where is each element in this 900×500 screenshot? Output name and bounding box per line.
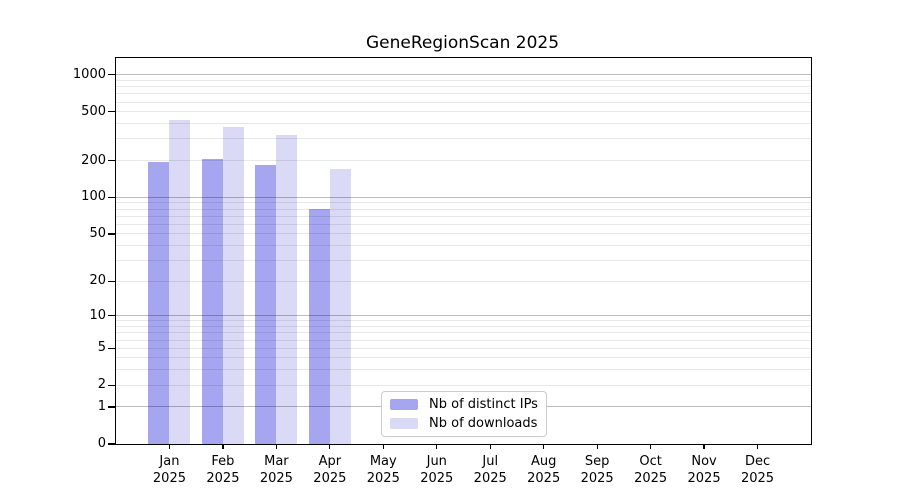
x-tick-year: 2025 <box>259 471 293 486</box>
x-tick-year: 2025 <box>313 471 347 486</box>
y-tick-mark <box>108 233 116 235</box>
x-tick-label-jul: Jul 2025 <box>460 453 520 487</box>
bar-feb-distinct-ips <box>201 159 223 444</box>
x-tick-mark <box>703 444 705 449</box>
x-tick-label-may: May 2025 <box>353 453 413 487</box>
legend-label-distinct-ips: Nb of distinct IPs <box>429 397 538 413</box>
x-tick-month: Jul <box>482 454 499 469</box>
minor-gridline <box>116 138 811 140</box>
chart-title: GeneRegionScan 2025 <box>365 33 560 53</box>
x-tick-label-dec: Dec 2025 <box>728 453 788 487</box>
y-tick-label: 10 <box>89 307 106 323</box>
legend-item-downloads: Nb of downloads <box>390 416 538 431</box>
bar-jan-downloads <box>169 120 191 444</box>
x-tick-label-mar: Mar 2025 <box>246 453 306 487</box>
x-tick-month: Oct <box>639 454 662 469</box>
legend-item-distinct-ips: Nb of distinct IPs <box>390 397 538 412</box>
x-tick-year: 2025 <box>473 471 507 486</box>
x-tick-month: Jun <box>426 454 447 469</box>
plot-area: Nb of distinct IPs Nb of downloads 1000 5… <box>73 57 812 486</box>
legend-label-downloads: Nb of downloads <box>429 415 538 431</box>
x-tick-year: 2025 <box>420 471 454 486</box>
minor-gridline <box>116 93 811 95</box>
x-tick-year: 2025 <box>206 471 240 486</box>
x-tick-label-jun: Jun 2025 <box>407 453 467 487</box>
minor-gridline <box>116 101 811 103</box>
y-tick-label: 20 <box>89 273 106 289</box>
y-tick-mark <box>108 74 116 76</box>
x-tick-month: Dec <box>744 454 771 469</box>
y-tick-label: 500 <box>81 103 106 119</box>
y-tick-mark <box>108 159 116 162</box>
x-tick-label-jan: Jan 2025 <box>139 453 199 487</box>
x-tick-mark <box>756 444 759 449</box>
x-tick-month: Apr <box>318 454 342 469</box>
x-tick-mark <box>275 444 278 449</box>
y-tick-mark <box>108 443 116 445</box>
minor-gridline <box>116 79 811 81</box>
x-tick-mark <box>649 444 652 449</box>
y-tick-mark <box>108 280 116 282</box>
x-tick-month: Sep <box>584 454 610 469</box>
x-tick-label-apr: Apr 2025 <box>300 453 360 487</box>
x-tick-month: Nov <box>691 454 717 469</box>
x-tick-label-oct: Oct 2025 <box>621 453 681 487</box>
x-tick-month: Feb <box>211 454 235 469</box>
x-tick-label-sep: Sep 2025 <box>567 453 627 487</box>
x-tick-mark <box>489 444 491 449</box>
y-tick-mark <box>108 315 116 317</box>
bar-jan-distinct-ips <box>148 161 170 444</box>
bar-feb-downloads <box>222 126 244 444</box>
x-tick-label-feb: Feb 2025 <box>193 453 253 487</box>
y-tick-label: 50 <box>89 225 106 241</box>
x-tick-year: 2025 <box>152 471 186 486</box>
x-tick-month: May <box>369 454 397 469</box>
x-tick-month: Jan <box>159 454 180 469</box>
x-tick-month: Mar <box>264 454 289 469</box>
x-tick-mark <box>329 444 331 449</box>
x-tick-mark <box>382 444 384 449</box>
x-tick-year: 2025 <box>366 471 400 486</box>
y-tick-mark <box>108 347 116 349</box>
major-gridline <box>116 74 811 76</box>
x-tick-mark <box>543 444 545 449</box>
y-tick-label: 1 <box>97 398 106 414</box>
legend-swatch-distinct-ips <box>390 399 418 411</box>
x-tick-year: 2025 <box>580 471 614 486</box>
x-tick-year: 2025 <box>687 471 721 486</box>
y-tick-label: 200 <box>81 152 106 168</box>
y-tick-mark <box>108 406 116 408</box>
x-tick-mark <box>222 444 224 449</box>
x-tick-year: 2025 <box>740 471 775 486</box>
x-tick-month: Aug <box>530 454 557 469</box>
x-tick-label-aug: Aug 2025 <box>514 453 574 487</box>
y-tick-label: 0 <box>97 436 106 451</box>
y-tick-mark <box>108 384 116 386</box>
y-tick-label: 2 <box>97 377 106 393</box>
legend: Nb of distinct IPs Nb of downloads <box>381 391 547 437</box>
x-tick-label-nov: Nov 2025 <box>674 453 734 487</box>
minor-gridline <box>116 123 811 125</box>
bar-apr-downloads <box>329 168 351 444</box>
bar-mar-distinct-ips <box>255 164 277 444</box>
x-tick-mark <box>436 444 438 449</box>
y-tick-mark <box>108 196 116 198</box>
y-tick-mark <box>108 111 116 113</box>
minor-gridline <box>116 86 811 88</box>
x-tick-year: 2025 <box>527 471 561 486</box>
x-tick-year: 2025 <box>634 471 668 486</box>
x-tick-mark <box>596 444 598 449</box>
bar-apr-distinct-ips <box>308 209 330 444</box>
y-tick-label: 100 <box>81 189 106 205</box>
y-tick-label: 5 <box>97 340 106 356</box>
y-tick-label: 1000 <box>72 66 106 82</box>
minor-gridline <box>116 111 811 113</box>
legend-swatch-downloads <box>390 417 418 429</box>
x-tick-mark <box>168 444 171 449</box>
bar-mar-downloads <box>276 134 298 444</box>
